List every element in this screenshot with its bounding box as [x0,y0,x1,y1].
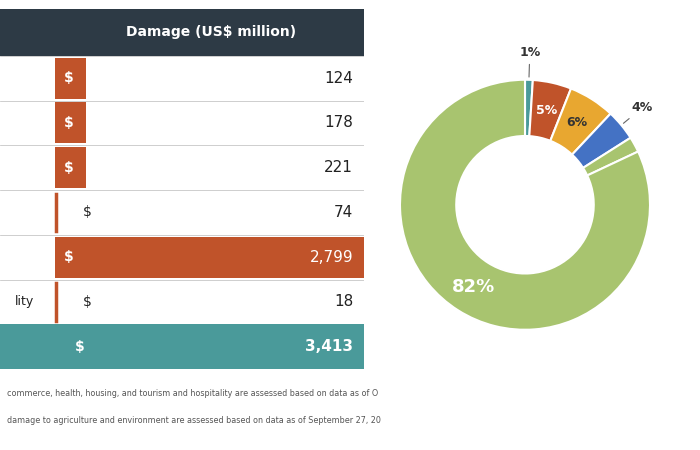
Text: 5%: 5% [536,104,556,117]
Text: 4%: 4% [624,101,653,123]
Text: $: $ [64,71,74,85]
FancyBboxPatch shape [55,102,85,144]
Text: 2,799: 2,799 [309,250,353,265]
Wedge shape [529,80,571,141]
Text: 18: 18 [334,294,353,310]
FancyBboxPatch shape [55,237,364,278]
FancyBboxPatch shape [0,279,364,324]
FancyBboxPatch shape [0,145,364,190]
Wedge shape [550,89,610,155]
FancyBboxPatch shape [55,58,85,99]
Text: 124: 124 [324,71,353,86]
Text: $: $ [64,161,74,175]
Text: 82%: 82% [452,278,495,296]
Wedge shape [583,138,638,176]
Text: 178: 178 [324,115,353,130]
Text: $: $ [64,116,74,130]
Wedge shape [525,80,533,136]
Text: commerce, health, housing, and tourism and hospitality are assessed based on dat: commerce, health, housing, and tourism a… [7,389,378,398]
FancyBboxPatch shape [55,237,85,278]
Text: $: $ [75,340,85,354]
Text: 3,413: 3,413 [305,339,353,354]
FancyBboxPatch shape [55,147,85,188]
FancyBboxPatch shape [0,56,364,100]
Text: 6%: 6% [566,117,587,130]
Text: 221: 221 [324,160,353,175]
Text: $: $ [83,205,92,220]
FancyBboxPatch shape [0,9,364,56]
Text: lity: lity [15,295,34,308]
Wedge shape [572,114,631,168]
FancyBboxPatch shape [0,100,364,145]
Text: Damage (US$ million): Damage (US$ million) [126,25,296,40]
Text: $: $ [64,250,74,264]
Text: $: $ [83,295,92,309]
Text: damage to agriculture and environment are assessed based on data as of September: damage to agriculture and environment ar… [7,416,381,425]
FancyBboxPatch shape [0,190,364,235]
FancyBboxPatch shape [0,324,364,369]
FancyBboxPatch shape [0,235,364,279]
Text: 1%: 1% [519,46,540,77]
Wedge shape [400,80,650,330]
Text: 74: 74 [334,205,353,220]
